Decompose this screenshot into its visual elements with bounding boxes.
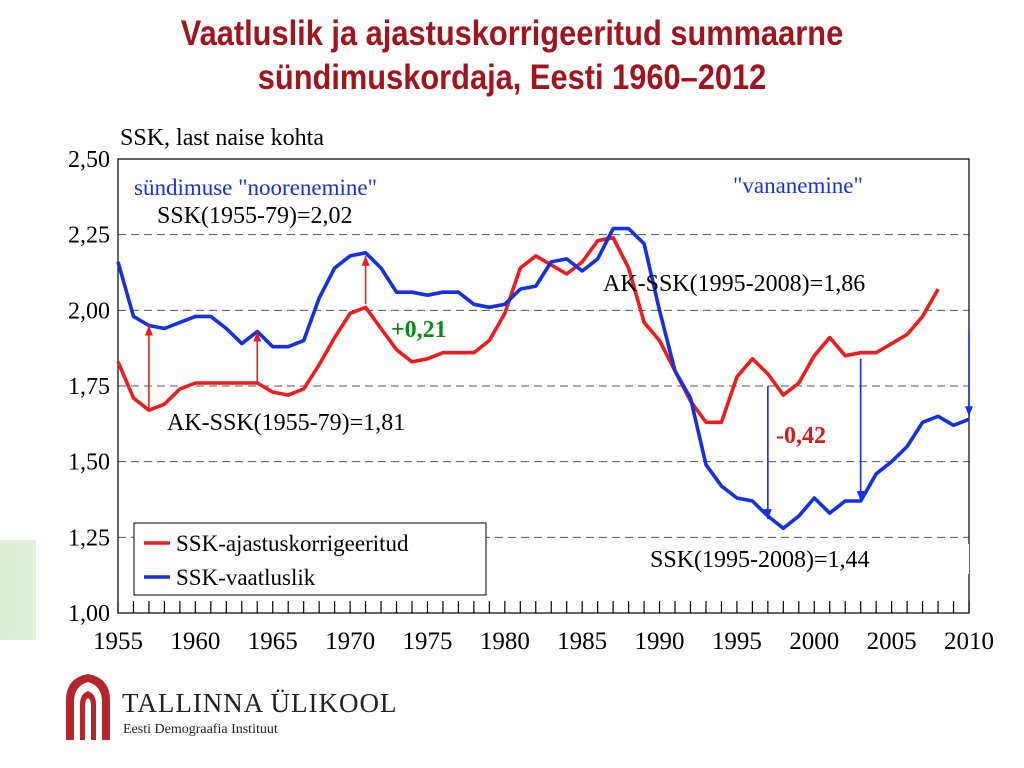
annotation-ssk-1995-2008: SSK(1995-2008)=1,44 xyxy=(650,547,870,573)
series-layer xyxy=(116,226,970,531)
annotation-ak-ssk-1955-79: AK-SSK(1955-79)=1,81 xyxy=(167,410,405,436)
annotation-layer: sündimuse "noorenemine" "vananemine" SSK… xyxy=(134,173,969,574)
y-tick-label: 2,25 xyxy=(68,223,110,249)
annotation-ak-ssk-1995-2008: AK-SSK(1995-2008)=1,86 xyxy=(603,271,865,297)
institution-name: TALLINNA ÜLIKOOL xyxy=(122,688,398,718)
annotation-arrowhead xyxy=(763,509,772,520)
legend-label-red: SSK-ajastuskorrigeeritud xyxy=(176,531,409,556)
tick-layer: 1,00 1,25 1,50 1,75 2,00 2,25 2,50 1955 1960 1965… xyxy=(68,147,994,655)
legend-label-blue: SSK-vaatluslik xyxy=(176,565,316,590)
series-line xyxy=(116,226,970,531)
x-tick-label: 2010 xyxy=(944,628,994,655)
title-line-2: sündimuskordaja, Eesti 1960–2012 xyxy=(257,58,767,97)
arrow-layer xyxy=(144,255,973,520)
annotation-arrowhead xyxy=(144,325,153,336)
y-tick-label: 2,50 xyxy=(68,147,110,173)
chart-container: 1,00 1,25 1,50 1,75 2,00 2,25 2,50 1955 1960 1965… xyxy=(36,115,1004,660)
y-tick-label: 1,25 xyxy=(68,525,110,551)
annotation-arrowhead xyxy=(253,331,262,342)
x-tick-label: 2000 xyxy=(789,628,839,655)
annotation-noorenemine: sündimuse "noorenemine" xyxy=(134,175,377,200)
x-tick-label: 1995 xyxy=(712,628,762,655)
annotation-arrowhead xyxy=(965,406,973,417)
x-tick-label: 1965 xyxy=(248,628,298,655)
footer-logo: TALLINNA ÜLIKOOL Eesti Demograafia Insti… xyxy=(60,668,460,748)
x-tick-label: 1960 xyxy=(170,628,220,655)
annotation-ssk-1995-2008-bg xyxy=(644,544,969,574)
institution-subtitle: Eesti Demograafia Instituut xyxy=(123,722,278,737)
annotation-diff-plus: +0,21 xyxy=(391,317,447,343)
title-line-1: Vaatluslik ja ajastuskorrigeeritud summa… xyxy=(180,14,844,53)
y-tick-label: 1,75 xyxy=(68,374,110,400)
legend: SSK-ajastuskorrigeeritud SSK-vaatluslik xyxy=(133,522,487,596)
chart-svg: 1,00 1,25 1,50 1,75 2,00 2,25 2,50 1955 1960 1965… xyxy=(68,125,994,655)
x-tick-label: 1980 xyxy=(480,628,530,655)
x-tick-label: 1985 xyxy=(557,628,607,655)
series-line xyxy=(116,235,940,425)
grid-layer xyxy=(118,234,969,538)
x-tick-label: 1955 xyxy=(93,628,143,655)
x-tick-label: 1970 xyxy=(325,628,375,655)
y-tick-label: 1,50 xyxy=(68,450,110,476)
annotation-vananemine: "vananemine" xyxy=(733,173,863,198)
legend-box xyxy=(133,522,487,596)
y-tick-label: 2,00 xyxy=(68,298,110,324)
y-tick-label: 1,00 xyxy=(68,601,110,627)
annotation-arrowhead xyxy=(856,491,865,502)
x-tick-label: 2005 xyxy=(867,628,917,655)
annotation-ssk-1955-79: SSK(1955-79)=2,02 xyxy=(157,203,353,229)
university-logo-icon xyxy=(66,674,110,740)
y-axis-label: SSK, last naise kohta xyxy=(120,125,324,151)
annotation-diff-minus: -0,42 xyxy=(776,423,826,449)
x-tick-label: 1990 xyxy=(635,628,685,655)
x-tick-label: 1975 xyxy=(402,628,452,655)
annotation-ssk-1955-79-bg xyxy=(154,199,459,229)
annotation-arrowhead xyxy=(361,255,370,266)
page-title: Vaatluslik ja ajastuskorrigeeritud summa… xyxy=(0,12,1024,100)
